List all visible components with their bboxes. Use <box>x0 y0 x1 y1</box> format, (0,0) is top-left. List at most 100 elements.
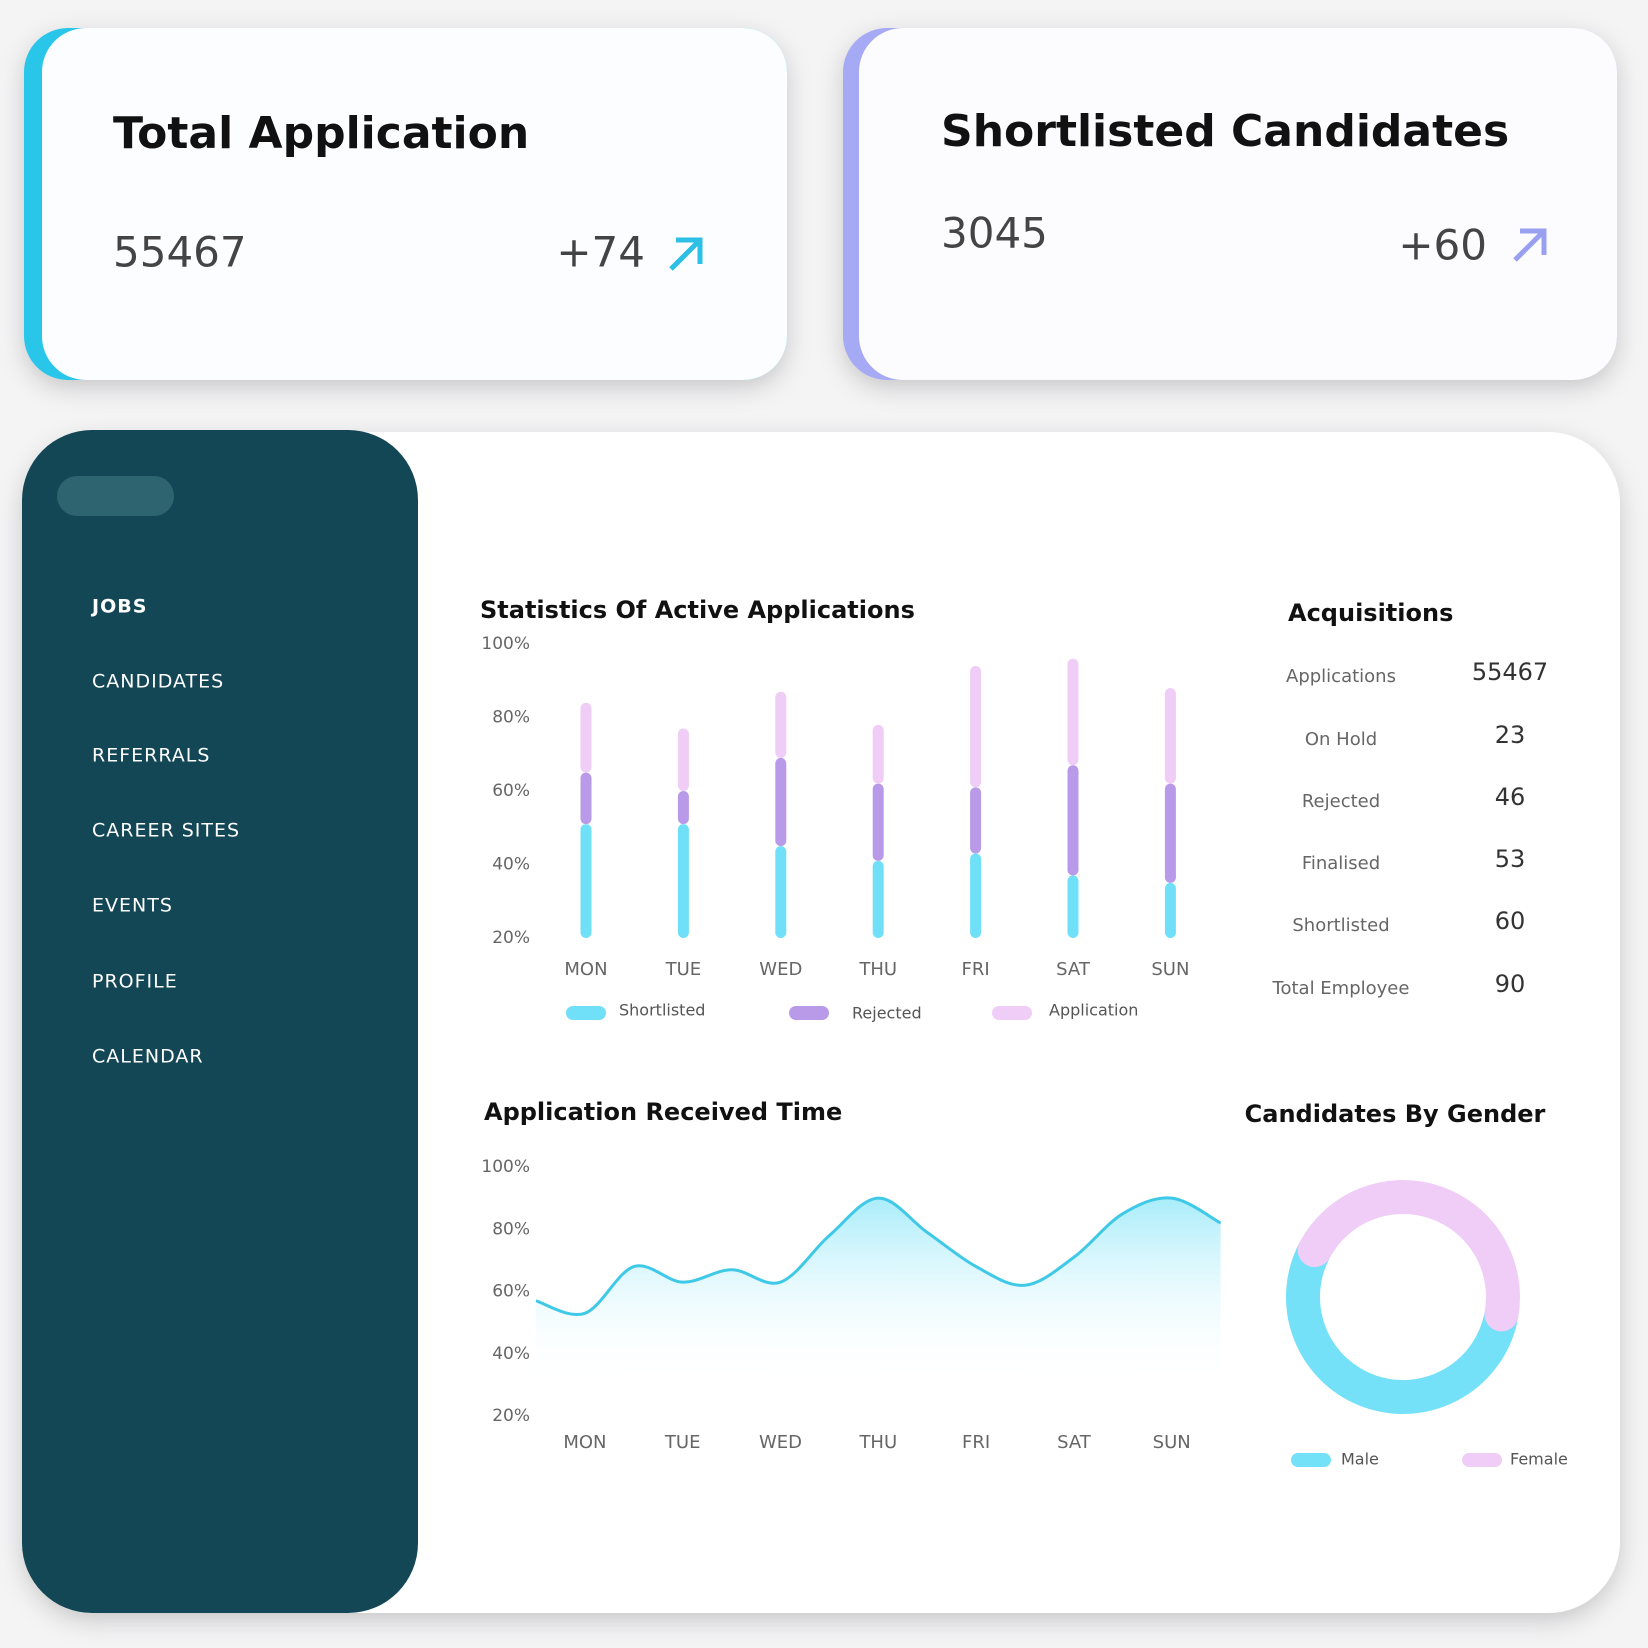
row-value: 23 <box>1495 721 1526 749</box>
trend-arrow <box>669 237 703 271</box>
row-value: 46 <box>1495 783 1526 811</box>
donut-segment <box>1297 1180 1520 1332</box>
x-tick-label: WED <box>759 1432 802 1453</box>
bar-segment <box>677 824 689 938</box>
y-tick-label: 100% <box>481 1157 530 1177</box>
nav-item[interactable]: REFERRALS <box>92 745 210 767</box>
y-tick-label: 80% <box>492 1219 530 1239</box>
row-label: Rejected <box>1302 791 1380 812</box>
legend-swatch <box>566 1006 606 1020</box>
x-tick-label: THU <box>858 959 897 980</box>
bar-segment <box>677 791 689 825</box>
nav-item[interactable]: CAREER SITES <box>92 820 240 842</box>
nav-item[interactable]: JOBS <box>90 596 147 618</box>
bar-segment <box>775 757 787 847</box>
legend-swatch <box>789 1006 829 1020</box>
nav-item[interactable]: PROFILE <box>92 971 178 993</box>
card-title: Shortlisted Candidates <box>941 106 1509 157</box>
x-tick-label: SAT <box>1057 1432 1092 1453</box>
legend-label: Female <box>1510 1450 1568 1469</box>
legend-swatch <box>1291 1453 1331 1467</box>
bar-segment <box>872 724 884 784</box>
area-line <box>535 1196 1222 1316</box>
row-label: Total Employee <box>1272 978 1410 999</box>
bar-segment <box>1067 875 1079 938</box>
legend-swatch <box>992 1006 1032 1020</box>
nav-menu: JOBS CANDIDATES REFERRALS CAREER SITES EVENT… <box>90 596 240 1068</box>
sidebar <box>22 430 418 1613</box>
row-value: 90 <box>1495 970 1526 998</box>
bar-segment <box>872 783 884 861</box>
bar-segment <box>872 860 884 938</box>
bar-segment <box>1067 658 1079 766</box>
bar-segment <box>580 702 592 773</box>
y-tick-label: 20% <box>492 1406 530 1426</box>
card-change: +60 <box>1398 221 1487 270</box>
y-tick-label: 20% <box>492 928 530 948</box>
chart-title: Application Received Time <box>484 1098 842 1126</box>
card <box>24 28 787 380</box>
card-change: +74 <box>556 228 645 277</box>
bar-segment <box>1067 765 1079 876</box>
chart-title: Statistics Of Active Applications <box>480 596 915 624</box>
x-tick-label: MON <box>563 1432 606 1453</box>
card <box>843 28 1617 380</box>
row-value: 55467 <box>1472 658 1548 686</box>
acquisitions: Acquisitions Applications 55467 On Hold 23 R… <box>1272 599 1549 999</box>
x-tick-label: MON <box>564 959 607 980</box>
y-tick-label: 100% <box>481 634 530 654</box>
bar-segment <box>970 853 982 938</box>
nav-item[interactable]: CANDIDATES <box>92 671 224 693</box>
row-label: Applications <box>1286 666 1396 687</box>
bar-segment <box>580 772 592 825</box>
legend-swatch <box>1462 1453 1502 1467</box>
legend-label: Male <box>1341 1450 1379 1469</box>
row-value: 60 <box>1495 907 1526 935</box>
card-title: Total Application <box>113 108 529 159</box>
nav-item[interactable]: CALENDAR <box>92 1046 204 1068</box>
row-label: Finalised <box>1302 853 1380 874</box>
x-tick-label: SAT <box>1056 959 1091 980</box>
legend-label: Shortlisted <box>619 1001 705 1020</box>
bar-segment <box>580 824 592 938</box>
row-label: On Hold <box>1305 729 1377 750</box>
y-tick-label: 60% <box>492 1282 530 1302</box>
x-tick-label: THU <box>858 1432 897 1453</box>
y-tick-label: 60% <box>492 781 530 801</box>
area-fill <box>536 1197 1221 1416</box>
row-label: Shortlisted <box>1292 915 1389 936</box>
bar-segment <box>1164 783 1176 883</box>
card-body <box>42 28 787 380</box>
chart-title: Candidates By Gender <box>1245 1100 1546 1128</box>
section-title: Acquisitions <box>1288 599 1453 627</box>
bar-segment <box>1164 688 1176 784</box>
x-tick-label: TUE <box>665 959 702 980</box>
donut-segment <box>1286 1233 1519 1415</box>
legend-label: Application <box>1049 1001 1138 1020</box>
x-tick-label: SUN <box>1153 1432 1191 1453</box>
x-tick-label: FRI <box>962 959 990 980</box>
bar-segment <box>775 846 787 938</box>
x-tick-label: WED <box>759 959 802 980</box>
trend-arrow <box>1513 228 1547 262</box>
x-tick-label: SUN <box>1151 959 1189 980</box>
card-value: 3045 <box>941 209 1048 258</box>
logo-placeholder <box>57 476 174 516</box>
y-tick-label: 40% <box>492 1344 530 1364</box>
nav-item[interactable]: EVENTS <box>92 895 173 917</box>
bar-segment <box>970 666 982 788</box>
legend-label: Rejected <box>852 1004 922 1023</box>
y-tick-label: 80% <box>492 708 530 728</box>
x-tick-label: FRI <box>962 1432 990 1453</box>
card-value: 55467 <box>113 228 247 277</box>
bar-segment <box>677 728 689 791</box>
bar-segment <box>1164 882 1176 938</box>
y-tick-label: 40% <box>492 855 530 875</box>
bar-segment <box>970 787 982 854</box>
row-value: 53 <box>1495 845 1526 873</box>
card-body <box>859 28 1617 380</box>
x-tick-label: TUE <box>664 1432 701 1453</box>
bar-segment <box>775 691 787 758</box>
